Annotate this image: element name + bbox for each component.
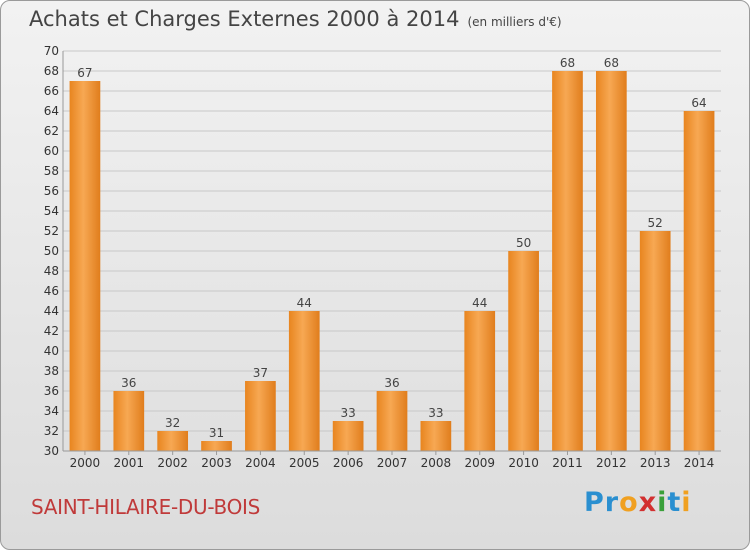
x-tick-label-2012: 2012 (596, 456, 627, 470)
town-name: SAINT-HILAIRE-DU-BOIS (31, 495, 261, 519)
data-label-2001: 36 (121, 376, 136, 390)
y-tick-label: 64 (44, 104, 59, 118)
chart-title-text: Achats et Charges Externes 2000 à 2014 (29, 7, 460, 31)
y-tick-label: 52 (44, 224, 59, 238)
y-tick-label: 32 (44, 424, 59, 438)
y-tick-label: 48 (44, 264, 59, 278)
data-label-2008: 33 (428, 406, 443, 420)
y-tick-label: 50 (44, 244, 59, 258)
y-axis-ticks: 30 32 34 36 38 40 42 44 46 48 50 52 54 56 58 60 62 64 66 68… (44, 44, 59, 458)
x-tick-label-2007: 2007 (377, 456, 408, 470)
y-tick-label: 38 (44, 364, 59, 378)
data-label-2000: 67 (77, 66, 92, 80)
x-axis-ticks: 2000 2001 2002 2003 2004 2005 2006 2007 2008 2009… (70, 451, 715, 470)
logo-letter: x (638, 487, 658, 518)
x-tick-label-2000: 2000 (70, 456, 101, 470)
y-tick-label: 66 (44, 84, 59, 98)
data-label-2005: 44 (297, 296, 312, 310)
x-tick-label-2003: 2003 (201, 456, 232, 470)
logo-letter: r (604, 487, 620, 518)
data-label-2002: 32 (165, 416, 180, 430)
y-tick-label: 70 (44, 44, 59, 58)
data-label-2014: 64 (691, 96, 706, 110)
chart-unit-note: (en milliers d'€) (467, 15, 562, 29)
y-tick-label: 36 (44, 384, 59, 398)
bar-2004 (245, 381, 276, 451)
bar-chart: 30 32 34 36 38 40 42 44 46 48 50 52 54 56 58 60 62 64 66 68… (44, 44, 721, 470)
x-tick-label-2009: 2009 (464, 456, 495, 470)
y-tick-label: 56 (44, 184, 59, 198)
x-tick-label-2005: 2005 (289, 456, 320, 470)
x-tick-label-2002: 2002 (157, 456, 188, 470)
y-tick-label: 30 (44, 444, 59, 458)
x-tick-label-2013: 2013 (640, 456, 671, 470)
x-tick-label-2011: 2011 (552, 456, 583, 470)
data-label-2003: 31 (209, 426, 224, 440)
bar-2005 (288, 311, 320, 451)
data-label-2010: 50 (516, 236, 531, 250)
data-label-2006: 33 (340, 406, 355, 420)
y-tick-label: 62 (44, 124, 59, 138)
logo-letter: t (667, 487, 682, 518)
y-tick-label: 68 (44, 64, 59, 78)
y-tick-label: 40 (44, 344, 59, 358)
x-tick-label-2004: 2004 (245, 456, 276, 470)
y-tick-label: 60 (44, 144, 59, 158)
bar-2009 (464, 311, 496, 451)
y-tick-label: 54 (44, 204, 59, 218)
y-tick-label: 34 (44, 404, 59, 418)
x-tick-label-2008: 2008 (421, 456, 452, 470)
bar-2014 (683, 111, 715, 451)
logo-letter: i (681, 487, 692, 518)
bar-2000 (69, 81, 101, 451)
y-tick-label: 46 (44, 284, 59, 298)
bar-2001 (113, 391, 145, 451)
bars: 67 36 32 31 37 44 33 36 33 44 50 68 68 52 64 (69, 56, 715, 451)
x-tick-label-2006: 2006 (333, 456, 364, 470)
data-label-2013: 52 (648, 216, 663, 230)
data-label-2011: 68 (560, 56, 575, 70)
bar-2012 (595, 71, 627, 451)
proxiti-logo: Proxiti (584, 487, 692, 518)
y-tick-label: 58 (44, 164, 59, 178)
data-label-2007: 36 (384, 376, 399, 390)
logo-letter: i (657, 487, 668, 518)
logo-letter: o (619, 487, 639, 518)
data-label-2012: 68 (604, 56, 619, 70)
y-tick-label: 44 (44, 304, 59, 318)
bar-2008 (420, 421, 452, 451)
data-label-2009: 44 (472, 296, 487, 310)
bar-2003 (201, 441, 232, 451)
bar-2002 (157, 431, 189, 451)
x-tick-label-2014: 2014 (684, 456, 715, 470)
bar-2007 (376, 391, 408, 451)
logo-letter: P (584, 487, 605, 518)
bar-2006 (332, 421, 364, 451)
x-tick-label-2001: 2001 (114, 456, 145, 470)
y-tick-label: 42 (44, 324, 59, 338)
data-label-2004: 37 (253, 366, 268, 380)
bar-2010 (508, 251, 539, 451)
bar-2011 (552, 71, 583, 451)
bar-2013 (639, 231, 671, 451)
x-tick-label-2010: 2010 (508, 456, 539, 470)
chart-title: Achats et Charges Externes 2000 à 2014 (e… (29, 7, 562, 31)
